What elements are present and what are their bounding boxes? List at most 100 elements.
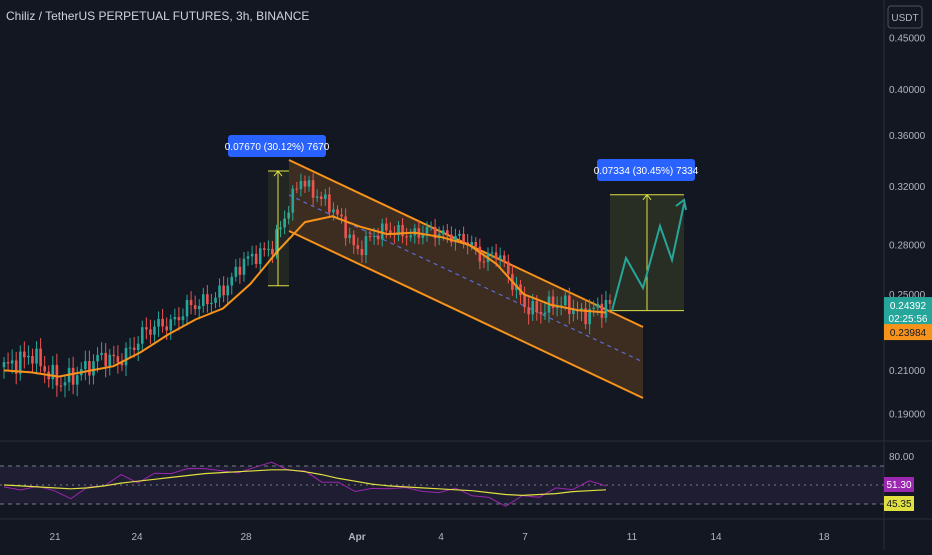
candle-body [88, 361, 91, 376]
ma-price-tag [884, 324, 932, 341]
candle-body [262, 248, 266, 250]
candle-body [454, 235, 457, 243]
candle-body [157, 318, 160, 327]
time-tick-label: 14 [710, 532, 722, 543]
candle-body [324, 194, 327, 200]
candle-body [254, 253, 258, 265]
candle-body [165, 326, 168, 331]
measure-arrow [273, 170, 283, 177]
candle-body [588, 308, 591, 325]
candle-body [132, 347, 136, 351]
candle-body [458, 233, 461, 236]
candle-body [372, 235, 376, 237]
candle-body [51, 364, 55, 380]
candle-body [55, 364, 59, 386]
candle-body [380, 223, 384, 240]
candle-body [389, 230, 392, 234]
price-tick-label: 0.40000 [889, 85, 926, 96]
candle-body [242, 258, 246, 275]
price-tick-label: 0.28000 [889, 240, 926, 251]
moving-average-line [3, 215, 607, 378]
candle-body [295, 188, 299, 190]
candle-body [348, 234, 352, 239]
candle-body [450, 234, 453, 243]
candle-body [161, 318, 164, 327]
candle-body [539, 311, 543, 315]
candle-body [35, 348, 38, 364]
candle-body [169, 319, 173, 331]
candle-body [226, 285, 229, 296]
candle-body [153, 326, 156, 335]
candle-body [344, 216, 347, 239]
candle-body [193, 305, 197, 310]
candle-body [441, 230, 445, 235]
candle-body [218, 285, 221, 298]
channel-lower-line [288, 230, 644, 399]
candle-body [246, 256, 250, 259]
candle-body [39, 348, 42, 367]
candle-body [291, 188, 295, 213]
candle-body [405, 236, 408, 238]
candle-body [356, 245, 360, 249]
candle-body [401, 224, 404, 237]
candle-body [421, 233, 425, 238]
candle-body [376, 235, 380, 240]
price-tick-label: 0.36000 [889, 131, 926, 142]
candle-body [84, 361, 87, 370]
candle-body [128, 347, 132, 349]
candle-body [149, 329, 152, 335]
candle-body [271, 248, 274, 255]
rsi-ma-tag [884, 496, 914, 511]
candle-body [543, 312, 547, 315]
candle-body [604, 299, 608, 318]
candle-body [478, 246, 482, 262]
measure-label: 0.07670 (30.12%) 7670 [225, 142, 330, 153]
candle-body [584, 308, 587, 325]
candle-body [145, 327, 148, 330]
candle-body [18, 351, 22, 374]
candle-body [108, 354, 112, 367]
time-tick-label: 4 [438, 532, 444, 543]
candle-body [502, 255, 506, 262]
candle-body [23, 351, 26, 358]
candle-body [360, 248, 364, 256]
candle-body [104, 352, 107, 367]
candle-body [201, 294, 205, 307]
candle-body [535, 301, 539, 312]
candle-body [2, 362, 6, 368]
candle-body [258, 248, 262, 265]
candle-body [177, 317, 181, 321]
candle-body [299, 180, 303, 190]
candle-body [31, 355, 34, 364]
candle-body [527, 307, 530, 315]
time-tick-label: 21 [49, 532, 61, 543]
candle-body [100, 352, 103, 356]
candle-body [446, 230, 449, 235]
candle-body [592, 307, 596, 309]
candle-body [303, 180, 307, 187]
rsi-ma-label: 45.35 [886, 499, 911, 510]
candle-body [364, 236, 368, 256]
measure-label-box [228, 135, 326, 157]
candle-body [568, 295, 571, 315]
time-tick-label: 7 [522, 532, 528, 543]
rsi-level-label: 80.00 [889, 452, 914, 463]
candle-body [551, 296, 555, 309]
candle-body [185, 300, 189, 317]
rsi-value-tag [884, 477, 914, 492]
currency-label: USDT [891, 13, 918, 24]
candle-body [214, 297, 217, 303]
price-tick-label: 0.21000 [889, 366, 926, 377]
candle-body [250, 253, 254, 257]
candle-body [494, 252, 498, 259]
candle-body [116, 356, 120, 363]
projection-arrow [642, 193, 652, 201]
currency-button [887, 5, 923, 29]
price-tick-label: 0.25000 [889, 290, 926, 301]
candle-body [230, 276, 234, 286]
projection-label-box [597, 159, 695, 181]
candle-body [425, 227, 429, 234]
candle-body [498, 255, 502, 259]
